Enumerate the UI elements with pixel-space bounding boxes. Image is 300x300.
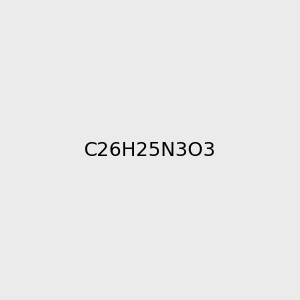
Text: C26H25N3O3: C26H25N3O3 [84, 140, 216, 160]
